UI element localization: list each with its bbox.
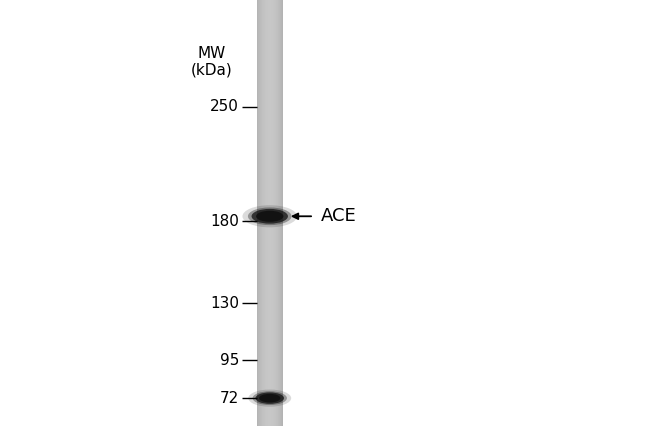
Ellipse shape: [248, 207, 292, 225]
Ellipse shape: [253, 391, 287, 405]
Text: 180: 180: [211, 214, 239, 229]
Text: ACE: ACE: [320, 207, 356, 225]
Text: 95: 95: [220, 353, 239, 368]
Ellipse shape: [255, 392, 284, 404]
Ellipse shape: [248, 389, 291, 407]
Text: MW
(kDa): MW (kDa): [190, 46, 232, 77]
Ellipse shape: [242, 205, 297, 227]
Ellipse shape: [259, 394, 281, 403]
Text: 250: 250: [211, 99, 239, 114]
Text: 130: 130: [210, 296, 239, 311]
Ellipse shape: [256, 211, 283, 222]
Text: 72: 72: [220, 391, 239, 406]
Ellipse shape: [252, 209, 288, 224]
